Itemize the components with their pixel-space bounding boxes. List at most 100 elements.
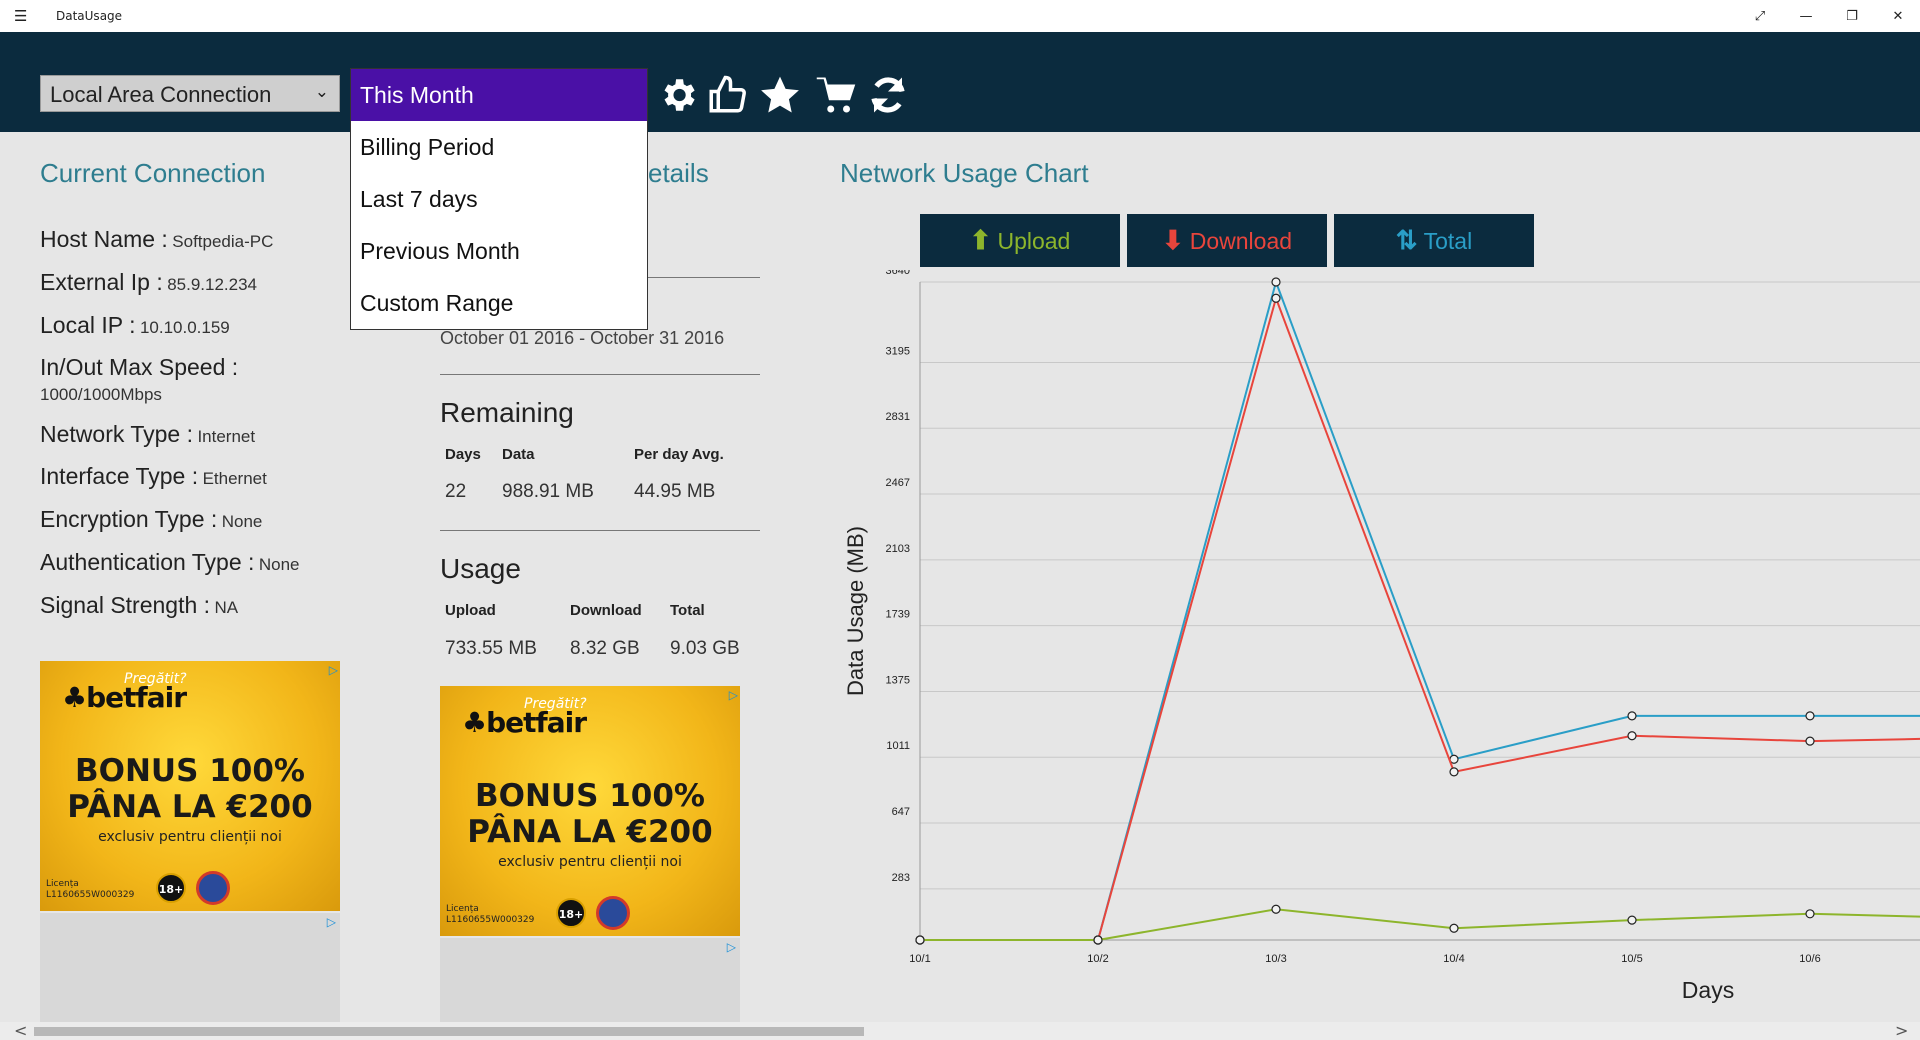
sort-arrows-icon: ⇅ bbox=[1395, 225, 1418, 255]
remaining-title: Remaining bbox=[440, 397, 574, 428]
usage-total-value: 9.03 GB bbox=[670, 638, 740, 659]
hamburger-menu-icon[interactable]: ☰ bbox=[14, 7, 28, 25]
interface-type-value: Ethernet bbox=[202, 469, 267, 488]
max-speed-row: In/Out Max Speed : 1000/1000Mbps bbox=[40, 354, 238, 405]
scroll-right-icon[interactable]: > bbox=[1895, 1021, 1909, 1040]
data-point-upload bbox=[1449, 923, 1459, 933]
refresh-icon[interactable] bbox=[866, 74, 910, 118]
y-tick-label: 1375 bbox=[886, 674, 910, 686]
period-option-last-7-days[interactable]: Last 7 days bbox=[360, 186, 478, 212]
ad-headline-1: BONUS 100% bbox=[475, 778, 705, 814]
chart-title: Network Usage Chart bbox=[840, 158, 1089, 188]
y-tick-label: 283 bbox=[892, 872, 910, 884]
close-button[interactable]: ✕ bbox=[1892, 9, 1904, 24]
ad-headline-1: BONUS 100% bbox=[75, 753, 305, 789]
period-option-custom-range[interactable]: Custom Range bbox=[360, 290, 514, 316]
ad-headline-2: PÂNA LA €200 bbox=[467, 814, 713, 850]
host-name-label: Host Name : bbox=[40, 226, 168, 252]
total-legend-button[interactable]: ⇅ Total bbox=[1334, 214, 1534, 267]
ad-placeholder-1: ▷ bbox=[40, 913, 340, 1022]
ad-banner-2[interactable]: Pregătit? ♣betfair BONUS 100% PÂNA LA €2… bbox=[440, 686, 740, 936]
auth-type-label: Authentication Type : bbox=[40, 549, 255, 575]
details-title: etails bbox=[648, 158, 709, 188]
usage-total-header: Total bbox=[670, 602, 705, 619]
data-point-download bbox=[1271, 293, 1281, 303]
remaining-avg-header: Per day Avg. bbox=[634, 446, 724, 463]
y-axis-label: Data Usage (MB) bbox=[843, 526, 868, 696]
app-header: Local Area Connection ⌄ bbox=[0, 32, 1920, 132]
upload-legend-button[interactable]: ⬆ Upload bbox=[920, 214, 1120, 267]
period-option-this-month[interactable]: This Month bbox=[351, 69, 647, 121]
data-point-upload bbox=[1271, 904, 1281, 914]
period-option-previous-month[interactable]: Previous Month bbox=[360, 238, 520, 264]
remaining-data-header: Data bbox=[502, 446, 535, 463]
connection-select-value: Local Area Connection bbox=[50, 82, 272, 107]
ad-license: Licența L1160655W000329 bbox=[446, 904, 535, 925]
ad-license: Licența L1160655W000329 bbox=[46, 879, 135, 900]
y-tick-label: 2103 bbox=[886, 543, 910, 555]
remaining-data-value: 988.91 MB bbox=[502, 481, 594, 502]
usage-download-value: 8.32 GB bbox=[570, 638, 640, 659]
divider bbox=[440, 374, 760, 375]
arrow-down-icon: ⬇ bbox=[1161, 225, 1184, 255]
max-speed-value: 1000/1000Mbps bbox=[40, 385, 162, 404]
remaining-avg-value: 44.95 MB bbox=[634, 481, 716, 502]
onjn-seal-icon bbox=[196, 871, 230, 905]
minimize-button[interactable]: — bbox=[1799, 9, 1813, 24]
ad-banner-1[interactable]: Pregătit? ♣betfair BONUS 100% PÂNA LA €2… bbox=[40, 661, 340, 911]
network-type-label: Network Type : bbox=[40, 421, 193, 447]
fullscreen-button[interactable]: ⤢ bbox=[1754, 9, 1766, 24]
period-option-billing-period[interactable]: Billing Period bbox=[360, 134, 495, 160]
external-ip-row: External Ip : 85.9.12.234 bbox=[40, 269, 257, 296]
series-line-total bbox=[920, 278, 1920, 941]
onjn-seal-icon bbox=[596, 896, 630, 930]
max-speed-label: In/Out Max Speed : bbox=[40, 354, 239, 380]
auth-type-value: None bbox=[258, 555, 300, 574]
adchoices-icon[interactable]: ▷ bbox=[328, 663, 338, 677]
usage-title: Usage bbox=[440, 553, 521, 584]
ad-subtext: exclusiv pentru clienții noi bbox=[98, 829, 282, 845]
interface-type-label: Interface Type : bbox=[40, 463, 199, 489]
network-usage-chart: 283 647 1011 1375 1739 2103 2467 2831 3195 3640 10… bbox=[843, 270, 1920, 1003]
usage-upload-value: 733.55 MB bbox=[445, 638, 537, 659]
data-point-upload bbox=[1627, 915, 1637, 925]
scrollbar-thumb[interactable] bbox=[34, 1027, 864, 1036]
local-ip-label: Local IP : bbox=[40, 312, 136, 338]
data-point-upload bbox=[1805, 909, 1815, 919]
horizontal-scrollbar[interactable]: < > bbox=[0, 1022, 1920, 1040]
data-point-download bbox=[1627, 731, 1637, 741]
external-ip-label: External Ip : bbox=[40, 269, 163, 295]
ad-headline-2: PÂNA LA €200 bbox=[67, 789, 313, 825]
y-tick-label: 1739 bbox=[886, 609, 910, 621]
thumbs-up-icon[interactable] bbox=[705, 74, 749, 118]
download-legend-button[interactable]: ⬇ Download bbox=[1127, 214, 1327, 267]
restore-button[interactable]: ❐ bbox=[1846, 9, 1858, 24]
local-ip-value: 10.10.0.159 bbox=[139, 318, 230, 337]
x-tick-label: 10/4 bbox=[1443, 953, 1464, 965]
scroll-left-icon[interactable]: < bbox=[14, 1021, 28, 1040]
betfair-logo: ♣betfair bbox=[462, 706, 587, 739]
encryption-type-value: None bbox=[221, 512, 263, 531]
age-18-badge: 18+ bbox=[556, 898, 586, 928]
betfair-logo: ♣betfair bbox=[62, 681, 187, 714]
x-tick-label: 10/5 bbox=[1621, 953, 1642, 965]
period-dropdown[interactable]: This Month Billing Period Last 7 days Pr… bbox=[350, 68, 648, 330]
data-point-total bbox=[1271, 277, 1281, 287]
download-legend-label: Download bbox=[1189, 228, 1293, 254]
y-tick-label: 647 bbox=[892, 806, 910, 818]
adchoices-icon[interactable]: ▷ bbox=[326, 915, 336, 929]
adchoices-icon[interactable]: ▷ bbox=[726, 940, 736, 954]
cart-icon[interactable] bbox=[814, 74, 858, 118]
encryption-type-row: Encryption Type : None bbox=[40, 506, 262, 533]
y-tick-label: 3195 bbox=[886, 345, 910, 357]
remaining-days-value: 22 bbox=[445, 481, 467, 502]
adchoices-icon[interactable]: ▷ bbox=[728, 688, 738, 702]
network-type-row: Network Type : Internet bbox=[40, 421, 255, 448]
series-line-download bbox=[920, 295, 1920, 941]
data-point-total bbox=[1627, 711, 1637, 721]
usage-upload-header: Upload bbox=[445, 602, 496, 619]
data-point-upload bbox=[1093, 935, 1103, 945]
gear-icon[interactable] bbox=[656, 74, 700, 118]
star-icon[interactable] bbox=[758, 74, 802, 118]
connection-select[interactable]: Local Area Connection ⌄ bbox=[40, 75, 340, 112]
